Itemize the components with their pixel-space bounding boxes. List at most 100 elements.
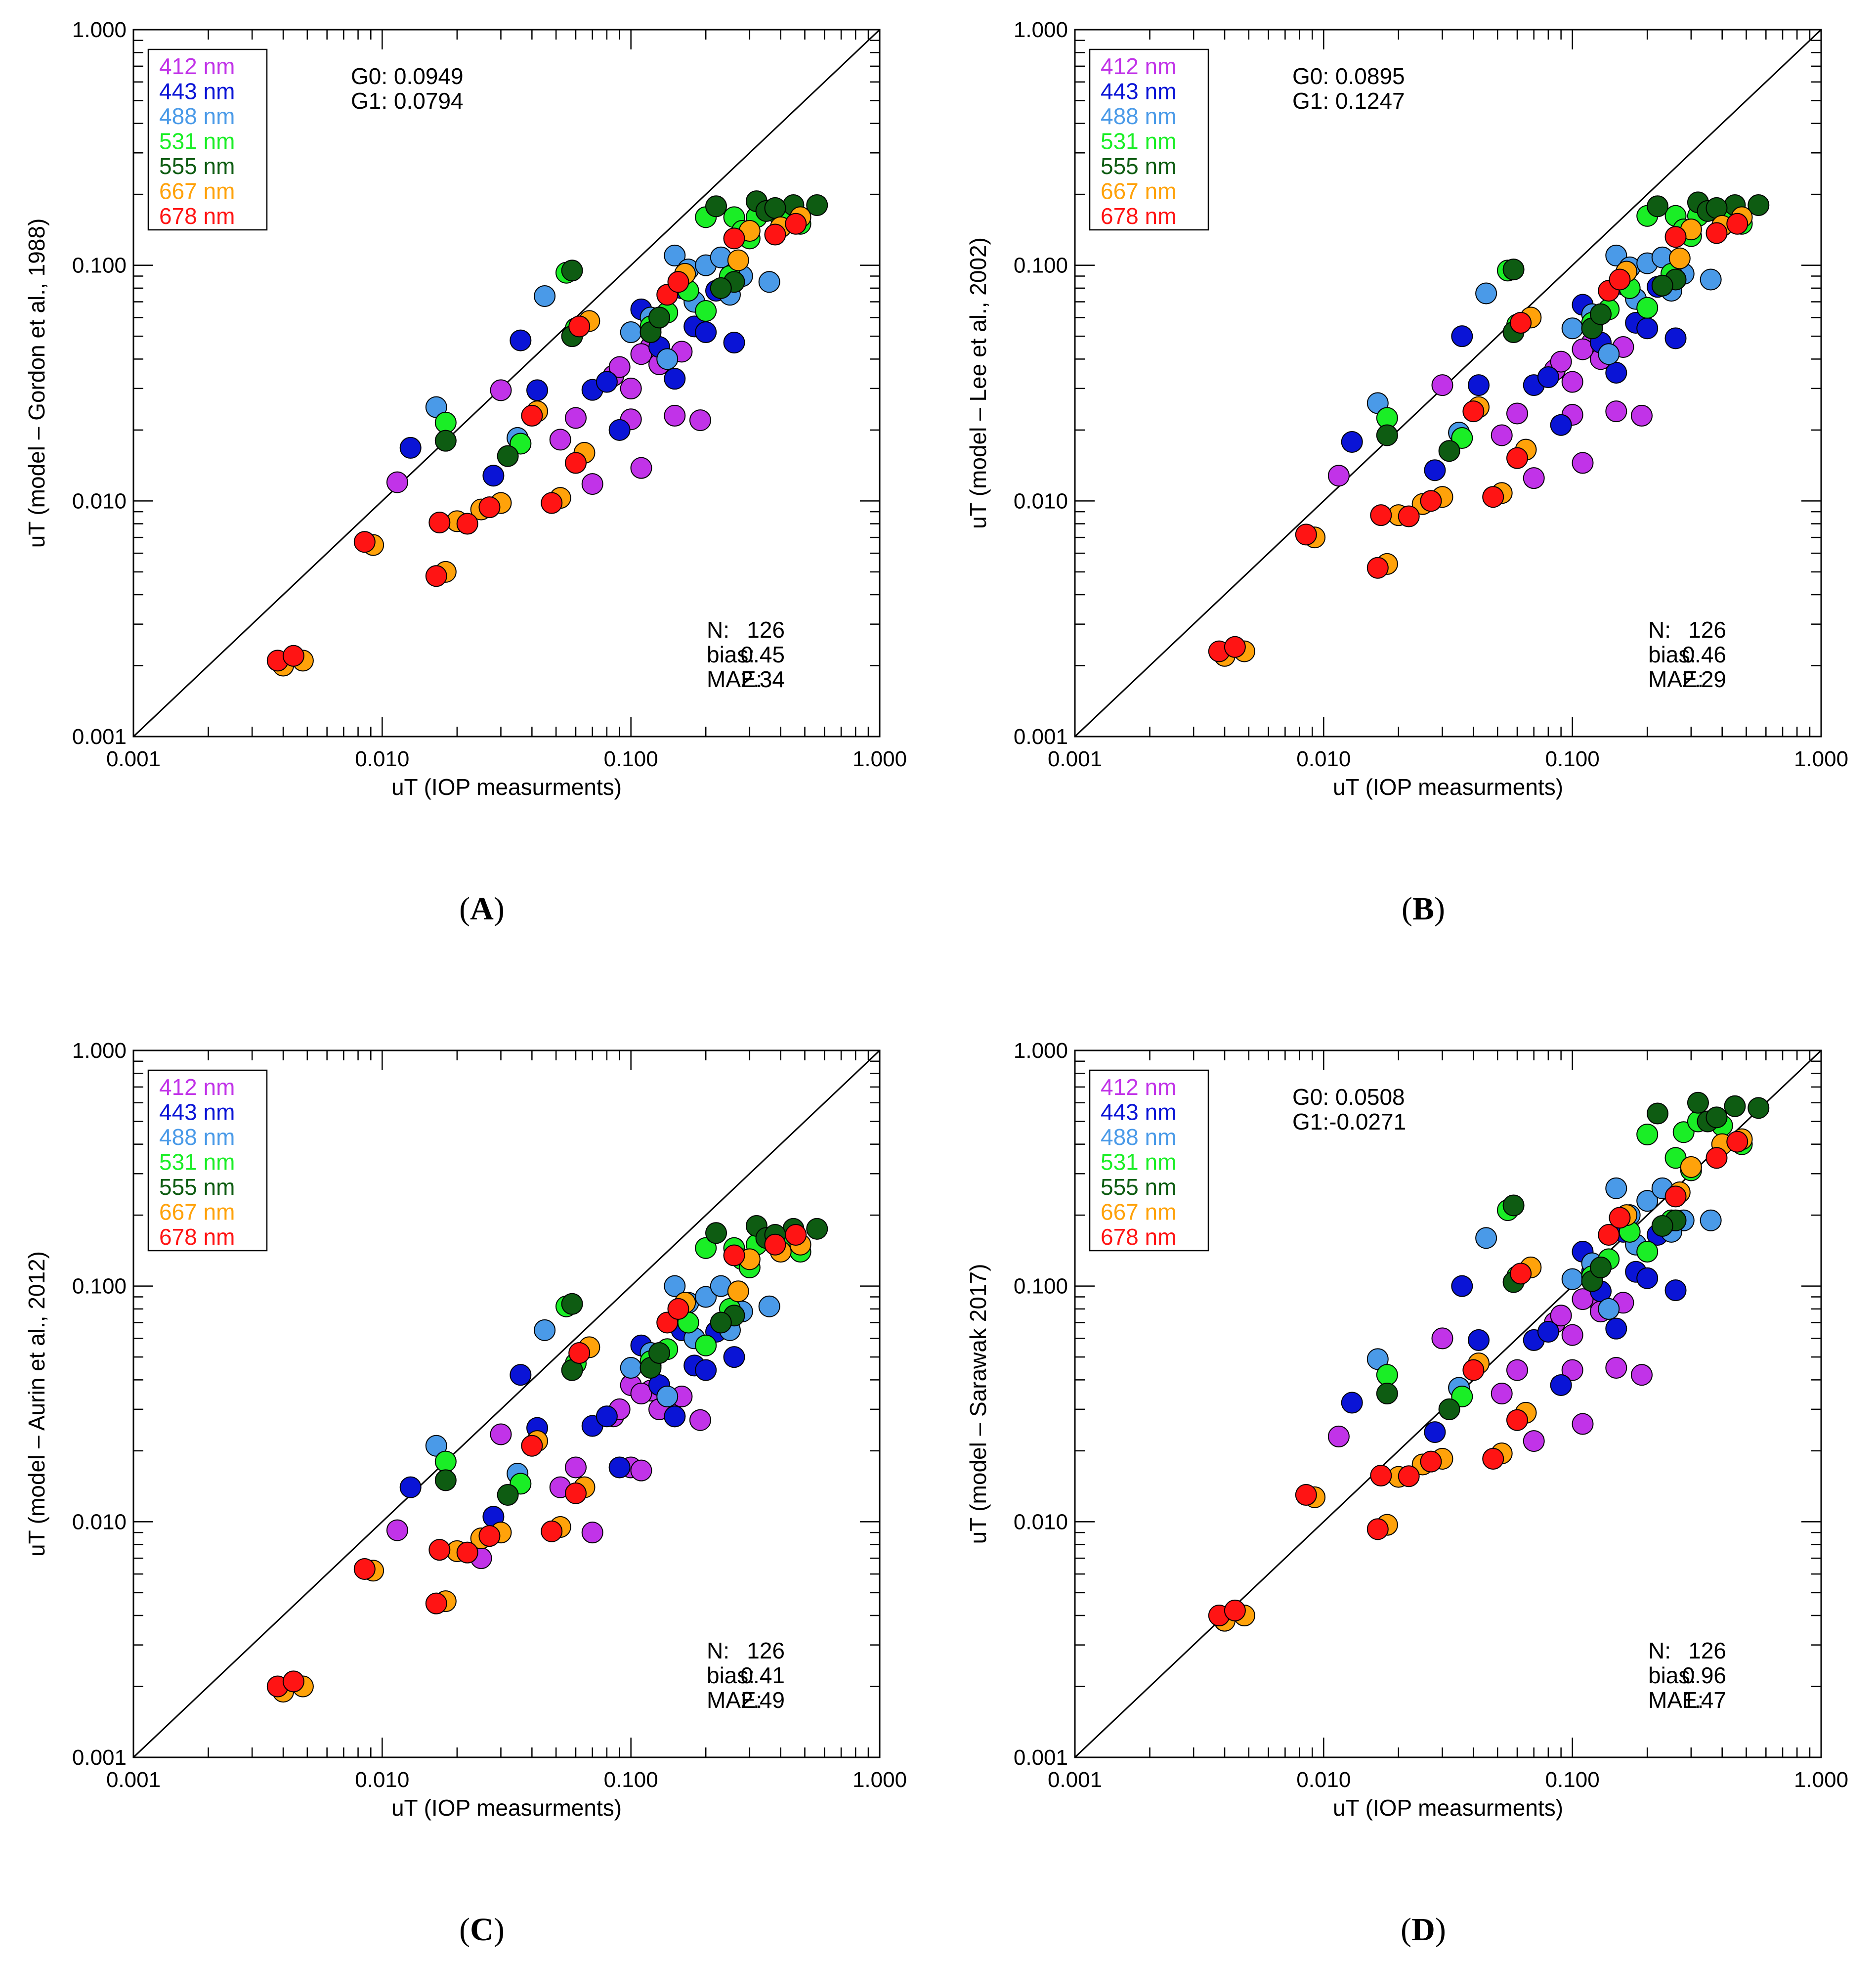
axis-ticks <box>132 29 881 738</box>
y-tick-label: 0.100 <box>72 254 127 278</box>
data-point <box>482 465 505 487</box>
data-point <box>510 329 532 351</box>
data-point <box>1605 400 1627 423</box>
plot-frame <box>132 1049 881 1758</box>
data-point <box>425 1592 447 1614</box>
x-tick-label: 0.001 <box>106 1768 161 1792</box>
y-axis-title: uT (model – Aurin et al., 2012) <box>24 1251 49 1557</box>
y-axis-title: uT (model – Lee et al., 2002) <box>965 237 991 529</box>
data-point <box>1506 447 1529 469</box>
y-tick-label: 1.000 <box>72 18 127 42</box>
data-point <box>1590 1256 1612 1278</box>
legend-entry: 555 nm <box>159 1174 235 1200</box>
data-point <box>723 227 745 250</box>
data-point <box>1572 1413 1594 1435</box>
data-point <box>1609 1207 1631 1229</box>
legend-entry: 531 nm <box>159 129 235 154</box>
data-point <box>521 1435 543 1457</box>
data-point <box>1590 303 1612 325</box>
data-point <box>1376 424 1398 446</box>
data-point <box>1651 1215 1673 1237</box>
plot-frame <box>1074 1049 1822 1758</box>
x-axis-title: uT (IOP measurments) <box>391 1795 622 1821</box>
y-tick-label: 1.000 <box>1014 1039 1068 1063</box>
stat-value: 2.29 <box>1682 666 1726 692</box>
y-tick-label: 0.001 <box>1014 1745 1068 1770</box>
series-443-nm <box>1341 273 1687 481</box>
data-point <box>1668 247 1691 269</box>
stat-name: N: <box>1648 1638 1671 1663</box>
legend-entry: 531 nm <box>159 1149 235 1175</box>
legend-entry: 488 nm <box>159 1124 235 1150</box>
data-point <box>664 404 686 427</box>
data-point <box>630 1459 652 1482</box>
y-tick-label: 0.001 <box>72 725 127 749</box>
legend-entry: 678 nm <box>1101 203 1176 229</box>
legend-entry: 412 nm <box>1101 53 1176 79</box>
data-point <box>549 429 571 451</box>
legend-entry: 555 nm <box>159 153 235 179</box>
data-point <box>667 1298 689 1320</box>
data-point <box>608 419 631 441</box>
data-point <box>1420 1450 1442 1473</box>
legend-entry: 443 nm <box>1101 1099 1176 1125</box>
data-point <box>526 379 549 401</box>
x-tick-label: 0.010 <box>1296 1768 1351 1792</box>
y-tick-label: 1.000 <box>1014 18 1068 42</box>
y-tick-label: 0.001 <box>1014 725 1068 749</box>
data-point <box>608 1456 631 1479</box>
data-point <box>386 1519 408 1541</box>
legend-entry: 443 nm <box>159 79 235 104</box>
data-point <box>1636 297 1659 319</box>
data-point <box>1630 404 1653 427</box>
data-point <box>1438 1398 1460 1420</box>
legend-entry: 667 nm <box>159 178 235 204</box>
data-point <box>568 315 591 338</box>
data-point <box>1420 490 1442 512</box>
series-443-nm <box>399 1319 745 1528</box>
data-point <box>1537 1321 1559 1343</box>
panel-label-close: ) <box>494 891 505 927</box>
stat-value: 0.41 <box>740 1662 785 1688</box>
stat-name: MAE: <box>1648 666 1704 692</box>
data-point <box>1647 1102 1669 1125</box>
legend-entry: 488 nm <box>159 103 235 129</box>
data-point <box>664 244 686 266</box>
data-point <box>1572 452 1594 474</box>
legend-box <box>147 1069 268 1252</box>
legend-box <box>1089 48 1209 231</box>
data-points <box>266 190 828 677</box>
data-point <box>1687 1091 1709 1114</box>
data-point <box>1510 312 1532 334</box>
data-point <box>568 1342 591 1364</box>
x-tick-label: 0.010 <box>355 1768 409 1792</box>
data-point <box>1550 350 1572 373</box>
data-point <box>1561 371 1583 393</box>
data-point <box>399 436 422 459</box>
legend-entry: 412 nm <box>1101 1074 1176 1100</box>
data-point <box>806 194 828 216</box>
series-531-nm <box>1376 1110 1753 1407</box>
data-point <box>565 452 587 474</box>
data-point <box>282 1670 304 1693</box>
data-point <box>1376 1382 1398 1404</box>
data-point <box>1366 1518 1389 1540</box>
y-tick-label: 0.100 <box>72 1274 127 1299</box>
data-point <box>521 404 543 427</box>
data-point <box>1647 195 1669 218</box>
panel-label-letter: D <box>1411 1912 1435 1948</box>
data-point <box>1664 1185 1687 1208</box>
data-point <box>1502 1194 1525 1217</box>
data-point <box>806 1218 828 1240</box>
data-point <box>565 1482 587 1504</box>
coefficient-label: G1: 0.0794 <box>351 88 464 114</box>
data-point <box>1468 374 1490 396</box>
panel-label-close: ) <box>494 1912 505 1948</box>
data-point <box>710 1311 732 1334</box>
data-point <box>723 331 745 353</box>
data-point <box>1598 1298 1620 1320</box>
data-point <box>497 1484 519 1506</box>
plot-frame <box>132 29 881 738</box>
data-point <box>1370 504 1392 526</box>
data-point <box>1550 1305 1572 1327</box>
